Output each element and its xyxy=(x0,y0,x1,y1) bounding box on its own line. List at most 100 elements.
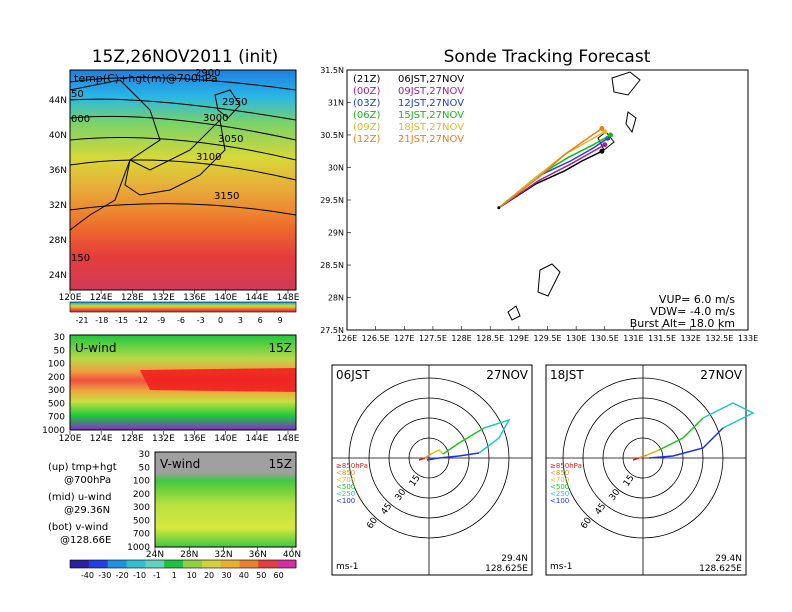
temp-colorbar-label: -21 xyxy=(75,316,88,325)
wind-colorbar-swatch xyxy=(164,560,184,568)
temp-colorbar-label: 0 xyxy=(218,316,223,325)
track-frame xyxy=(346,69,749,331)
contour-label: 3050 xyxy=(218,134,243,145)
hodograph-time: 06JST xyxy=(336,368,370,382)
hodograph-level-label: <100 xyxy=(550,497,569,505)
map-lat-tick-label: 36N xyxy=(49,166,67,176)
track-lon-label: 132.5E xyxy=(705,334,733,343)
track-legend-code: (00Z) xyxy=(353,86,380,97)
temp-colorbar-label: -3 xyxy=(197,316,205,325)
legend-line: @700hPa xyxy=(64,475,111,486)
uwind-panel: U-wind 15Z xyxy=(69,334,297,431)
contour-line xyxy=(69,203,297,216)
map-lon-tick-label: 140E xyxy=(214,293,237,303)
contour-label: 2900 xyxy=(195,68,220,79)
track-series xyxy=(497,126,614,210)
hodograph-level-label: <100 xyxy=(336,497,355,505)
track-legend: (21Z) 06JST,27NOV (00Z) 09JST,27NOV (03Z) 12J… xyxy=(353,74,464,145)
vwind-lat-label: 28N xyxy=(180,550,198,560)
temp-colorbar-label: -9 xyxy=(157,316,165,325)
track-lat-axis: 31.5N 31N 30.5N 30N 29.5N 29N 28.5N 28N 27.5N xyxy=(320,66,351,335)
contour-label: 3100 xyxy=(196,152,221,163)
wind-colorbar-label: -40 xyxy=(81,571,94,580)
temp-colorbar-label: 9 xyxy=(277,316,282,325)
uwind-lon-label: 120E xyxy=(59,434,82,444)
legend-line: @128.66E xyxy=(60,535,111,546)
panel-legend: (up) tmp+hgt @700hPa (mid) u-wind @29.36… xyxy=(48,462,117,546)
hodograph-lon: 128.625E xyxy=(485,564,528,574)
param-burst: Burst Alt= 18.0 km xyxy=(630,317,735,330)
wind-colorbar-swatch xyxy=(70,560,90,568)
launch-point xyxy=(497,206,501,210)
hodograph-level-label: ≥850hPa xyxy=(550,462,582,470)
uwind-lon-label: 148E xyxy=(277,434,300,444)
legend-line: @29.36N xyxy=(64,505,110,516)
map-lat-axis: 44N 40N 36N 32N 28N 24N xyxy=(49,96,67,281)
track-legend-code: (12Z) xyxy=(353,134,380,145)
island-tanegashima xyxy=(625,111,637,134)
hodograph-trace xyxy=(426,452,480,461)
hodograph-level-label: <500 xyxy=(550,483,569,491)
hodograph-level-label: <700 xyxy=(336,476,355,484)
wind-colorbar-swatch xyxy=(277,560,297,568)
track-legend-time: 09JST,27NOV xyxy=(398,86,464,97)
temp-colorbar-label: 6 xyxy=(258,316,263,325)
contour-label: 2950 xyxy=(222,97,247,108)
island-amami xyxy=(537,263,561,297)
hodograph-trace xyxy=(658,417,704,451)
hodograph-trace xyxy=(424,453,432,459)
wind-colorbar-swatch xyxy=(258,560,278,568)
vwind-panel: V-wind 15Z xyxy=(154,451,297,548)
track-lon-label: 129E xyxy=(509,334,529,343)
wind-colorbar-label: 50 xyxy=(256,571,266,580)
map-lon-tick-label: 128E xyxy=(121,293,144,303)
track-lon-label: 130E xyxy=(566,334,586,343)
hodograph-level-label: <850 xyxy=(550,469,569,477)
wind-colorbar-swatch xyxy=(88,560,109,568)
map-title: 15Z,26NOV2011 (init) xyxy=(92,47,279,67)
track-lon-label: 131E xyxy=(623,334,643,343)
island-tokunoshima xyxy=(507,305,521,321)
contour-line xyxy=(69,77,297,91)
track-lon-axis: 126E 126.5E 127E 127.5E 128E 128.5E 129E 129.5E… xyxy=(337,326,758,343)
track-lon-label: 131.5E xyxy=(648,334,676,343)
hodograph-trace xyxy=(442,427,485,455)
track-lat-label: 29.5N xyxy=(320,196,344,205)
track-lat-label: 31.5N xyxy=(320,66,344,75)
map-lon-tick-label: 120E xyxy=(59,293,82,303)
param-vup: VUP= 6.0 m/s xyxy=(659,293,735,306)
hodograph-trace xyxy=(632,457,640,461)
contour-line xyxy=(69,115,297,141)
vwind-pressure-label: 700 xyxy=(133,530,150,540)
map-lon-tick-label: 132E xyxy=(152,293,175,303)
track-lat-label: 28.5N xyxy=(320,261,344,270)
vwind-lat-label: 36N xyxy=(249,550,267,560)
wind-colorbar-label: 60 xyxy=(274,571,284,580)
track-lon-label: 129.5E xyxy=(534,334,562,343)
hodograph-unit: ms-1 xyxy=(336,562,358,572)
hodograph-time: 18JST xyxy=(550,368,584,382)
vwind-lat-axis: 24N 28N 32N 36N 40N xyxy=(146,547,301,560)
vwind-pressure-label: 300 xyxy=(133,503,150,513)
hodograph-trace xyxy=(478,418,511,454)
contour-line xyxy=(69,137,297,161)
temp-colorbar-label: -18 xyxy=(95,316,108,325)
vwind-pressure-label: 500 xyxy=(133,516,150,526)
hodograph-trace xyxy=(430,449,444,455)
uwind-pressure-label: 1000 xyxy=(42,426,65,436)
track-legend-time: 21JST,27NOV xyxy=(398,134,464,145)
temp-map: temp(C)+hgt(m)@700hPa 2900 2950 3000 305… xyxy=(69,68,297,291)
contour-line xyxy=(69,98,297,121)
jet-core xyxy=(140,368,296,392)
wind-colorbar-label: -1 xyxy=(153,571,161,580)
track-lat-label: 31N xyxy=(328,99,344,108)
hodograph-level-label: <250 xyxy=(550,490,569,498)
uwind-lon-label: 144E xyxy=(245,434,268,444)
uwind-lon-label: 128E xyxy=(121,434,144,444)
contour-label: 000 xyxy=(71,114,90,125)
legend-line: (mid) u-wind xyxy=(48,492,111,503)
map-lat-tick-label: 32N xyxy=(49,201,67,211)
map-lat-tick-label: 28N xyxy=(49,236,67,246)
track-lon-label: 128.5E xyxy=(476,334,504,343)
